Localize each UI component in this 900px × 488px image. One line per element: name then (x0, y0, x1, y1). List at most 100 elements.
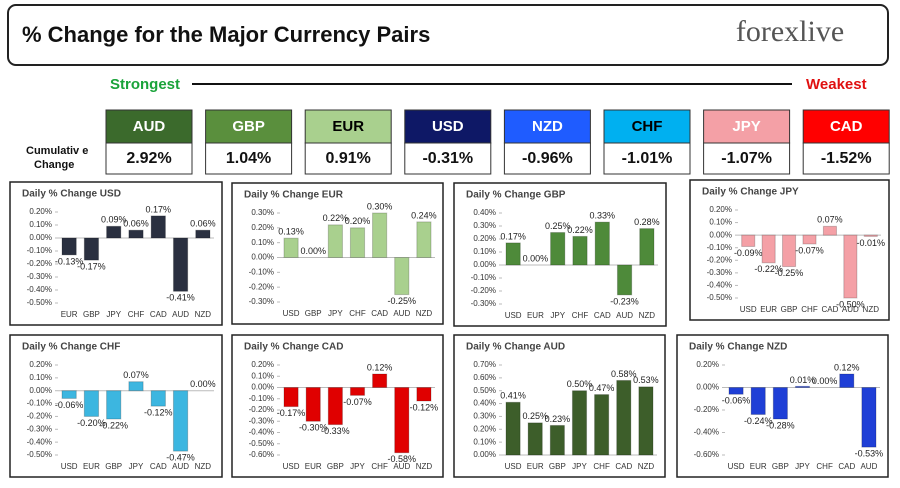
value-label: 0.41% (500, 391, 526, 401)
y-tick-label: -0.50% (27, 298, 52, 307)
y-tick-label: -0.20% (249, 405, 274, 414)
y-tick-label: 0.20% (696, 360, 719, 369)
x-tick-label: CAD (150, 310, 167, 319)
y-tick-label: -0.20% (249, 282, 274, 291)
bar (128, 381, 144, 392)
bar (83, 237, 100, 261)
y-tick-label: 0.50% (473, 386, 496, 395)
y-tick-label: 0.10% (251, 238, 274, 247)
x-tick-label: USD (283, 462, 300, 471)
currency-name: AUD (133, 118, 166, 135)
value-label: -0.06% (55, 400, 84, 410)
chart-title: Daily % Change GBP (466, 190, 566, 201)
x-tick-label: USD (283, 309, 300, 318)
currency-name: NZD (532, 118, 563, 135)
y-tick-label: 0.00% (696, 383, 719, 392)
tile-value-box (105, 142, 193, 175)
bar (861, 387, 877, 448)
value-label: -0.53% (855, 449, 884, 459)
value-label: 0.00% (523, 253, 549, 263)
tile-head (105, 109, 193, 144)
x-tick-label: GBP (83, 310, 100, 319)
x-tick-label: USD (505, 462, 522, 471)
chart-panel (9, 181, 223, 326)
x-tick-label: CHF (349, 309, 366, 318)
value-label: 0.22% (567, 225, 593, 235)
y-tick-label: -0.20% (707, 255, 732, 264)
bar (172, 390, 189, 452)
y-tick-label: -0.50% (707, 293, 732, 302)
bar (802, 234, 817, 245)
currency-name: USD (432, 118, 464, 135)
value-label: 0.00% (300, 246, 326, 256)
value-label: 0.53% (633, 375, 659, 385)
x-tick-label: JPY (106, 310, 121, 319)
x-tick-label: CAD (821, 305, 838, 314)
x-tick-label: AUD (172, 310, 189, 319)
bar (761, 234, 776, 264)
y-tick-label: 0.10% (29, 220, 52, 229)
x-tick-label: JPY (795, 462, 810, 471)
strongest-label: Strongest (110, 76, 180, 93)
bar (550, 232, 566, 266)
y-tick-label: -0.10% (471, 273, 496, 282)
bar (572, 235, 588, 266)
x-tick-label: CHF (801, 305, 818, 314)
bar (349, 227, 366, 258)
bar (394, 387, 410, 454)
value-label: -0.17% (277, 408, 306, 418)
value-label: 0.25% (522, 411, 548, 421)
y-tick-label: 0.00% (251, 253, 274, 262)
x-tick-label: GBP (781, 305, 798, 314)
x-tick-label: NZD (195, 310, 212, 319)
value-label: -0.07% (343, 397, 372, 407)
bar (150, 390, 166, 407)
chart-title: Daily % Change NZD (689, 342, 787, 353)
page-title: % Change for the Major Currency Pairs (22, 22, 430, 47)
value-label: 0.07% (123, 370, 149, 380)
value-label: 0.06% (190, 219, 216, 229)
tile-head (503, 109, 591, 144)
bar (372, 212, 388, 258)
row-label: Cumulativ e (26, 145, 88, 157)
y-tick-label: -0.20% (471, 286, 496, 295)
bar (863, 234, 878, 237)
x-tick-label: JPY (550, 311, 565, 320)
y-tick-label: 0.10% (29, 373, 52, 382)
value-label: -0.12% (144, 408, 173, 418)
bar (794, 385, 811, 388)
x-tick-label: GBP (772, 462, 789, 471)
cumulative-value: -1.07% (721, 150, 772, 167)
currency-name: JPY (732, 118, 760, 135)
value-label: -0.30% (299, 423, 328, 433)
x-tick-label: JPY (572, 462, 587, 471)
x-tick-label: NZD (416, 462, 433, 471)
bar (61, 237, 77, 256)
value-label: -0.33% (321, 426, 350, 436)
chart-title: Daily % Change USD (22, 189, 121, 200)
x-tick-label: NZD (863, 305, 880, 314)
x-tick-label: NZD (416, 309, 433, 318)
y-tick-label: 0.00% (29, 233, 52, 242)
y-tick-label: -0.50% (27, 450, 52, 459)
x-tick-label: JPY (129, 462, 144, 471)
cumulative-value: -0.31% (422, 150, 473, 167)
value-label: 0.30% (367, 201, 393, 211)
y-tick-label: -0.30% (471, 299, 496, 308)
cumulative-value: 0.91% (326, 150, 371, 167)
bar (549, 424, 565, 456)
currency-name: EUR (332, 118, 364, 135)
bar (741, 234, 756, 247)
x-tick-label: CHF (128, 310, 145, 319)
x-tick-label: CHF (816, 462, 833, 471)
y-tick-label: -0.30% (249, 297, 274, 306)
bar (349, 387, 366, 396)
y-tick-label: 0.00% (29, 386, 52, 395)
y-tick-label: 0.20% (473, 234, 496, 243)
value-label: -0.24% (744, 416, 773, 426)
value-label: -0.17% (77, 261, 106, 271)
bar (372, 373, 388, 388)
y-tick-label: 0.40% (473, 208, 496, 217)
y-tick-label: 0.20% (251, 360, 274, 369)
